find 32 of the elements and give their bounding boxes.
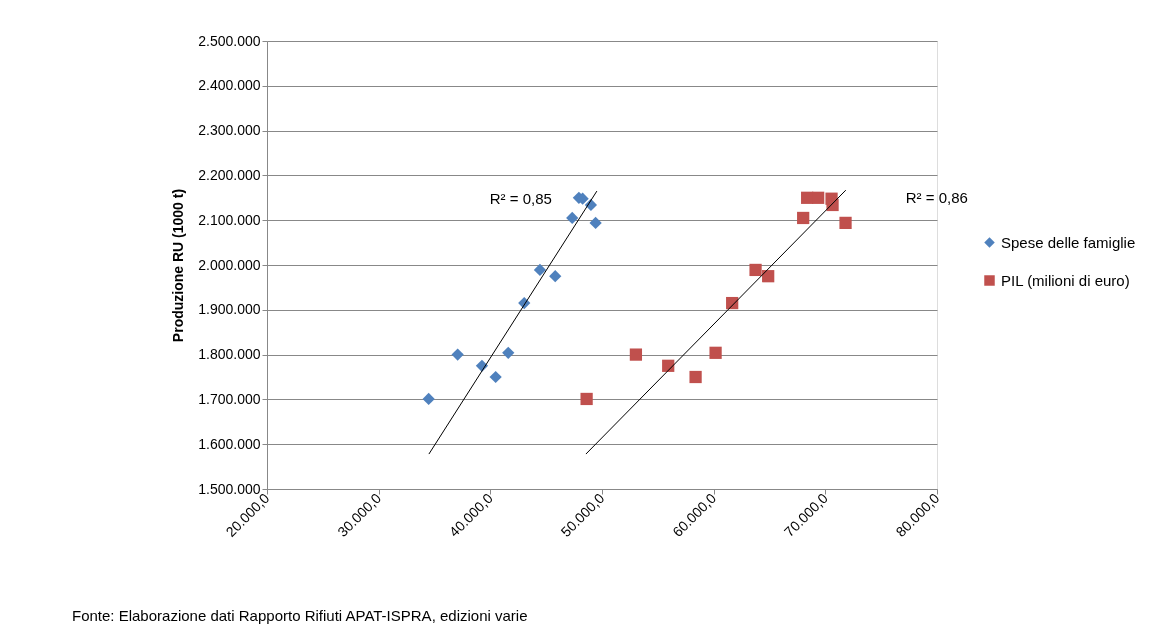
point — [589, 216, 602, 230]
y-tick-label: 1.800.000 — [198, 346, 261, 363]
point — [689, 370, 702, 384]
point — [709, 346, 722, 359]
point — [489, 370, 502, 384]
point — [566, 211, 579, 225]
point — [533, 263, 547, 277]
y-tick-label: 1.600.000 — [198, 435, 261, 452]
point — [839, 216, 852, 230]
annotation: R² = 0,85 — [489, 190, 552, 208]
point — [749, 263, 762, 277]
source-note: Fonte: Elaborazione dati Rapporto Rifiuti APAT-ISPRA, edizioni varie — [72, 607, 528, 624]
point — [502, 346, 515, 359]
point — [422, 392, 435, 406]
y-axis-title: Produzione RU (1000 t) — [170, 188, 187, 343]
point — [451, 348, 464, 361]
y-tick-label: 2.000.000 — [198, 256, 261, 273]
y-tick-label: 2.200.000 — [198, 166, 261, 183]
point — [797, 211, 810, 225]
y-tick-label: 2.500.000 — [198, 32, 261, 49]
point — [549, 270, 562, 283]
y-tick-label: 2.100.000 — [198, 211, 261, 228]
legend-label: PIL (milioni di euro) — [1001, 271, 1130, 289]
y-tick-label: 2.400.000 — [198, 77, 261, 94]
legend-label: Spese delle famiglie — [1001, 233, 1136, 251]
y-tick-label: 1.700.000 — [198, 390, 261, 407]
y-tick-label: 1.900.000 — [198, 301, 261, 318]
point — [629, 348, 643, 361]
y-tick-label: 2.300.000 — [198, 122, 261, 139]
annotation: R² = 0,86 — [905, 189, 968, 207]
point — [580, 392, 593, 406]
point — [812, 191, 825, 204]
